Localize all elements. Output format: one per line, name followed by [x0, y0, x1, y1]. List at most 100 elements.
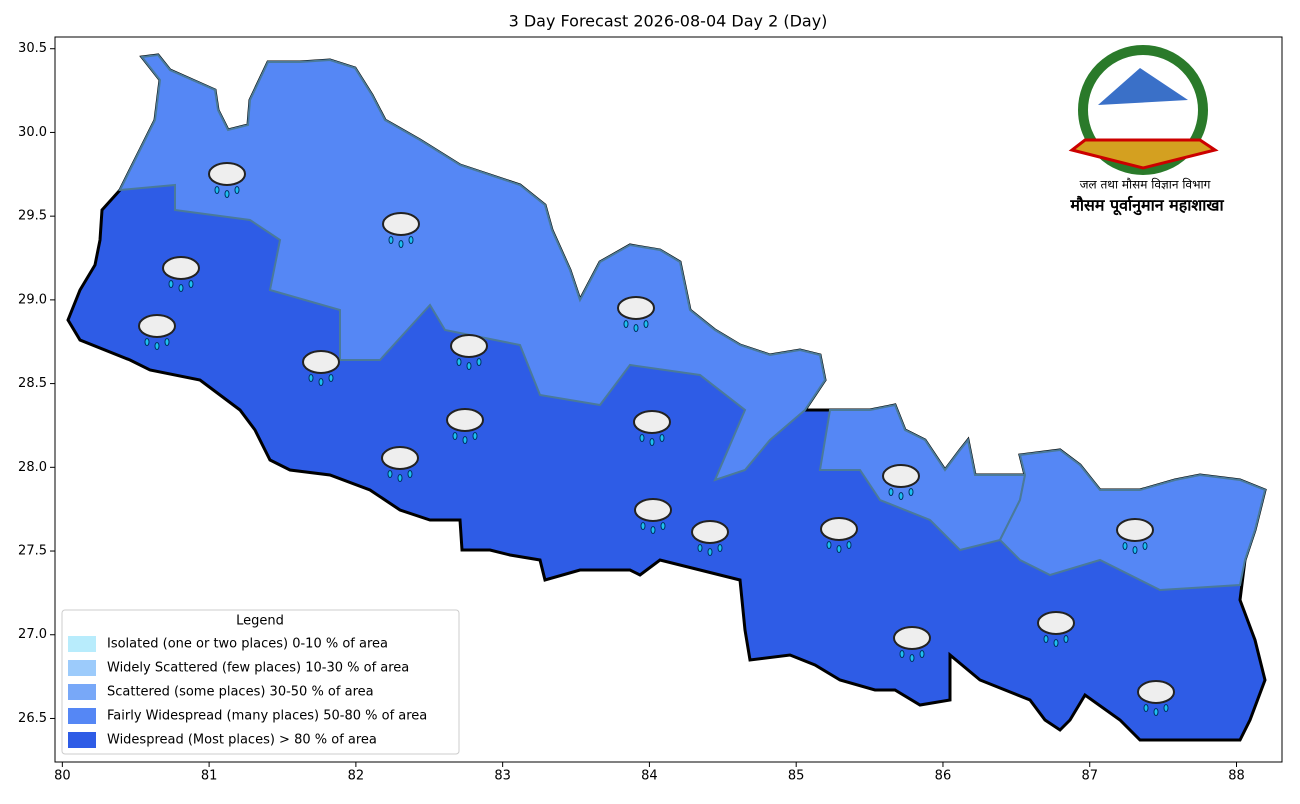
raindrop	[234, 186, 240, 194]
raindrop	[188, 280, 194, 288]
raindrop	[1143, 704, 1149, 712]
rain-icon	[382, 212, 420, 248]
cloud	[381, 446, 419, 470]
raindrop	[846, 541, 852, 549]
legend-label: Widespread (Most places) > 80 % of area	[107, 733, 377, 748]
cloud	[446, 408, 484, 432]
logo-ribbon	[1068, 138, 1219, 170]
rain-icon	[162, 256, 200, 292]
chart-title: 3 Day Forecast 2026-08-04 Day 2 (Day)	[509, 12, 828, 31]
raindrop	[476, 358, 482, 366]
raindrop	[836, 545, 842, 553]
logo-text: जल तथा मौसम विज्ञान विभाग	[1080, 178, 1211, 192]
cloud	[820, 517, 858, 541]
raindrop	[308, 374, 314, 382]
rain-icon	[633, 410, 671, 446]
raindrop	[408, 236, 414, 244]
y-tick-label: 27.0	[18, 627, 47, 642]
y-tick-label: 28.0	[18, 460, 47, 475]
raindrop	[1163, 704, 1169, 712]
map	[66, 53, 1267, 742]
rain-icon	[1037, 611, 1075, 647]
raindrop	[1122, 542, 1128, 550]
x-tick-label: 81	[201, 769, 218, 784]
raindrop	[154, 342, 160, 350]
y-tick-label: 30.0	[18, 125, 47, 140]
raindrop	[452, 432, 458, 440]
raindrop	[1063, 635, 1069, 643]
raindrop	[908, 488, 914, 496]
x-tick-label: 87	[1081, 769, 1098, 784]
raindrop	[898, 492, 904, 500]
raindrop	[623, 320, 629, 328]
rain-icon	[1137, 680, 1175, 716]
legend-swatch	[68, 636, 96, 652]
raindrop	[224, 190, 230, 198]
cloud	[617, 296, 655, 320]
raindrop	[164, 338, 170, 346]
legend-box	[61, 609, 460, 755]
raindrop	[1153, 708, 1159, 716]
cloud	[882, 464, 920, 488]
x-tick-label: 88	[1228, 769, 1245, 784]
rain-icon	[446, 408, 484, 444]
raindrop	[1142, 542, 1148, 550]
raindrop	[640, 522, 646, 530]
cloud	[138, 314, 176, 338]
x-tick-label: 86	[935, 769, 952, 784]
rain-icon	[1116, 518, 1154, 554]
raindrop	[697, 544, 703, 552]
rain-icon	[691, 520, 729, 556]
y-tick-label: 26.5	[18, 711, 47, 726]
legend-label: Scattered (some places) 30-50 % of area	[107, 685, 374, 700]
raindrop	[1053, 639, 1059, 647]
raindrop	[899, 650, 905, 658]
cloud	[382, 212, 420, 236]
raindrop	[214, 186, 220, 194]
cloud	[1037, 611, 1075, 635]
cloud	[1116, 518, 1154, 542]
raindrop	[407, 470, 413, 478]
raindrop	[1043, 635, 1049, 643]
raindrop	[649, 438, 655, 446]
raindrop	[168, 280, 174, 288]
rain-icon	[302, 350, 340, 386]
cloud	[1137, 680, 1175, 704]
cloud	[633, 410, 671, 434]
legend-title: Legend	[236, 614, 284, 629]
raindrop	[650, 526, 656, 534]
raindrop	[397, 474, 403, 482]
raindrop	[660, 522, 666, 530]
rain-icon	[893, 626, 931, 662]
raindrop	[909, 654, 915, 662]
raindrop	[639, 434, 645, 442]
logo: जल तथा मौसम विज्ञान विभाग मौसम पूर्वानुम…	[1068, 45, 1225, 216]
y-tick-label: 29.5	[18, 209, 47, 224]
raindrop	[888, 488, 894, 496]
y-tick-label: 29.0	[18, 292, 47, 307]
logo-wreath	[1078, 45, 1208, 175]
rain-icon	[634, 498, 672, 534]
raindrop	[707, 548, 713, 556]
raindrop	[643, 320, 649, 328]
cloud	[691, 520, 729, 544]
rain-icon	[138, 314, 176, 350]
cloud	[162, 256, 200, 280]
raindrop	[328, 374, 334, 382]
raindrop	[456, 358, 462, 366]
raindrop	[178, 284, 184, 292]
raindrop	[466, 362, 472, 370]
rain-icon	[208, 162, 246, 198]
legend-label: Widely Scattered (few places) 10-30 % of…	[107, 661, 409, 676]
raindrop	[398, 240, 404, 248]
zone-fairly-widespread	[118, 53, 827, 482]
cloud	[893, 626, 931, 650]
zone-fairly-widespread-east	[818, 403, 1027, 552]
raindrop	[826, 541, 832, 549]
rain-icon	[617, 296, 655, 332]
raindrop	[1132, 546, 1138, 554]
cloud	[302, 350, 340, 374]
rain-icon	[882, 464, 920, 500]
